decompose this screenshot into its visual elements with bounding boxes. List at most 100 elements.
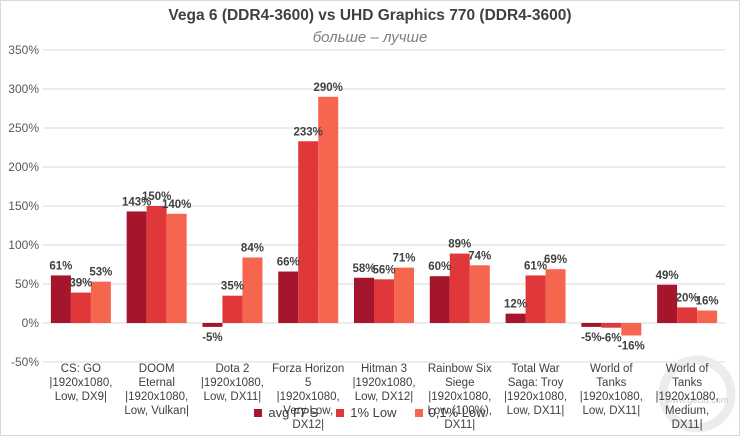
data-label: -6% <box>601 333 621 345</box>
legend: avg FPS 1% Low 0,1% Low <box>1 405 739 420</box>
x-tick-label-line: |1920x1080, <box>656 391 719 403</box>
data-label: 12% <box>504 299 527 311</box>
legend-label-01-low: 0,1% Low <box>428 405 486 420</box>
bars <box>50 96 718 336</box>
y-tick-label: 350% <box>8 43 39 57</box>
bar-1-low <box>677 307 698 323</box>
bar-0-1-low <box>166 213 187 323</box>
legend-label-avg-fps: avg FPS <box>268 405 319 420</box>
data-label: -5% <box>202 332 222 344</box>
x-tick-label-line: Tanks <box>596 377 626 389</box>
bar-0-1-low <box>318 96 339 323</box>
data-label: 53% <box>89 267 112 279</box>
x-tick-label-line: Medium, <box>665 405 709 417</box>
legend-swatch-avg-fps <box>254 408 263 417</box>
bar-0-1-low <box>545 269 566 323</box>
x-tick-label-line: |1920x1080, <box>277 391 340 403</box>
bar-0-1-low <box>469 265 490 323</box>
x-tick-label-line: Very Low, <box>283 405 333 417</box>
x-tick-label-line: Eternal <box>138 377 174 389</box>
data-label: 71% <box>392 253 415 265</box>
x-axis-labels: CS: GO |1920x1080, Low, DX9| DOOM Eternal |19… <box>49 363 718 431</box>
bar-0-1-low <box>621 323 642 336</box>
x-tick-label: World of Tanks |1920x1080, Medium, DX11| <box>656 363 719 431</box>
x-tick-label-line: |1920x1080, <box>125 391 188 403</box>
x-tick-label: Rainbow Six Siege |1920x1080, Low (100%), DX… <box>427 363 492 431</box>
bar-1-low <box>70 292 91 323</box>
x-tick-label-line: Siege <box>445 377 474 389</box>
x-tick-label-line: Forza Horizon <box>272 363 344 375</box>
y-axis-ticks: -50% 0% 50% 100% 150% 200% 250% 300% 350% <box>8 43 39 369</box>
watermark-ring <box>658 355 736 433</box>
x-tick-label-line: |1920x1080, <box>201 377 264 389</box>
data-label: 61% <box>524 260 547 272</box>
data-label: 20% <box>676 292 699 304</box>
x-tick-label-line: |1920x1080, <box>428 391 491 403</box>
x-tick-label-line: Low, DX11| <box>204 391 262 403</box>
x-tick-label-line: Low, DX11| <box>582 405 640 417</box>
bar-0-1-low <box>697 310 718 323</box>
x-tick-label-line: CS: GO <box>61 363 101 375</box>
x-tick-label-line: Tanks <box>672 377 702 389</box>
legend-item-1-low: 1% Low <box>336 405 397 420</box>
x-tick-label-line: Low, DX9| <box>55 391 107 403</box>
bar-avg-fps <box>354 277 374 323</box>
chart-title: Vega 6 (DDR4-3600) vs UHD Graphics 770 (… <box>168 7 572 24</box>
data-label: 39% <box>69 278 92 290</box>
bar-1-low <box>374 279 394 323</box>
watermark-text: www.gecid.com <box>665 395 729 405</box>
data-label: 56% <box>372 264 395 276</box>
x-tick-label: Total War Saga: Troy |1920x1080, Low, DX11| <box>504 363 567 417</box>
x-tick-label-line: |1920x1080, <box>504 391 567 403</box>
bar-1-low <box>146 206 167 323</box>
data-label: 58% <box>352 263 375 275</box>
x-tick-label-line: Rainbow Six <box>428 363 492 375</box>
bar-avg-fps <box>126 211 147 323</box>
x-tick-label: DOOM Eternal |1920x1080, Low, Vulkan| <box>124 363 189 417</box>
y-tick-label: 250% <box>8 121 39 135</box>
x-tick-label: CS: GO |1920x1080, Low, DX9| <box>49 363 112 403</box>
x-tick-label-line: |1920x1080, <box>352 377 415 389</box>
data-label: 16% <box>696 296 719 308</box>
data-label: 60% <box>428 261 451 273</box>
chart-subtitle: больше – лучше <box>312 29 428 46</box>
x-tick-label-line: World of <box>590 363 633 375</box>
x-tick-label-line: |1920x1080, <box>580 391 643 403</box>
bar-1-low <box>298 141 319 323</box>
legend-item-01-low: 0,1% Low <box>414 405 486 420</box>
x-tick-label-line: DX11| <box>672 419 703 431</box>
data-label: 150% <box>142 191 171 203</box>
y-tick-label: 0% <box>22 316 40 330</box>
x-tick-label-line: Low, DX12| <box>355 391 414 403</box>
data-label: 84% <box>241 242 264 254</box>
data-label: 61% <box>49 260 72 272</box>
data-label: 35% <box>221 281 244 293</box>
bar-1-low <box>222 295 243 323</box>
bar-avg-fps <box>581 323 602 327</box>
bar-0-1-low <box>394 267 414 323</box>
bar-0-1-low <box>242 257 263 323</box>
bar-1-low <box>449 253 470 323</box>
legend-item-avg-fps: avg FPS <box>254 405 318 420</box>
data-label: 143% <box>122 196 151 208</box>
x-tick-label: Dota 2 |1920x1080, Low, DX11| <box>201 363 264 403</box>
y-tick-label: 100% <box>8 238 39 252</box>
x-tick-label-line: Hitman 3 <box>361 363 407 375</box>
legend-swatch-1-low <box>336 408 345 417</box>
x-tick-label-line: 5 <box>305 377 311 389</box>
data-label: 140% <box>162 199 191 211</box>
data-label: 290% <box>314 82 343 94</box>
legend-label-1-low: 1% Low <box>350 405 397 420</box>
bar-avg-fps <box>505 313 526 323</box>
x-tick-label-line: Low, Vulkan| <box>124 405 189 417</box>
y-tick-label: 300% <box>8 82 39 96</box>
data-label: 66% <box>277 257 300 269</box>
data-label: 74% <box>468 250 491 262</box>
x-tick-label-line: Saga: Troy <box>508 377 564 389</box>
y-tick-label: 200% <box>8 160 39 174</box>
data-label: 89% <box>448 239 471 251</box>
legend-swatch-01-low <box>414 408 423 417</box>
bar-avg-fps <box>278 271 299 323</box>
